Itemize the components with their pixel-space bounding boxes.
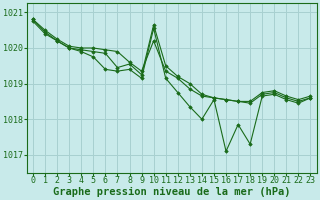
X-axis label: Graphe pression niveau de la mer (hPa): Graphe pression niveau de la mer (hPa) — [53, 186, 291, 197]
